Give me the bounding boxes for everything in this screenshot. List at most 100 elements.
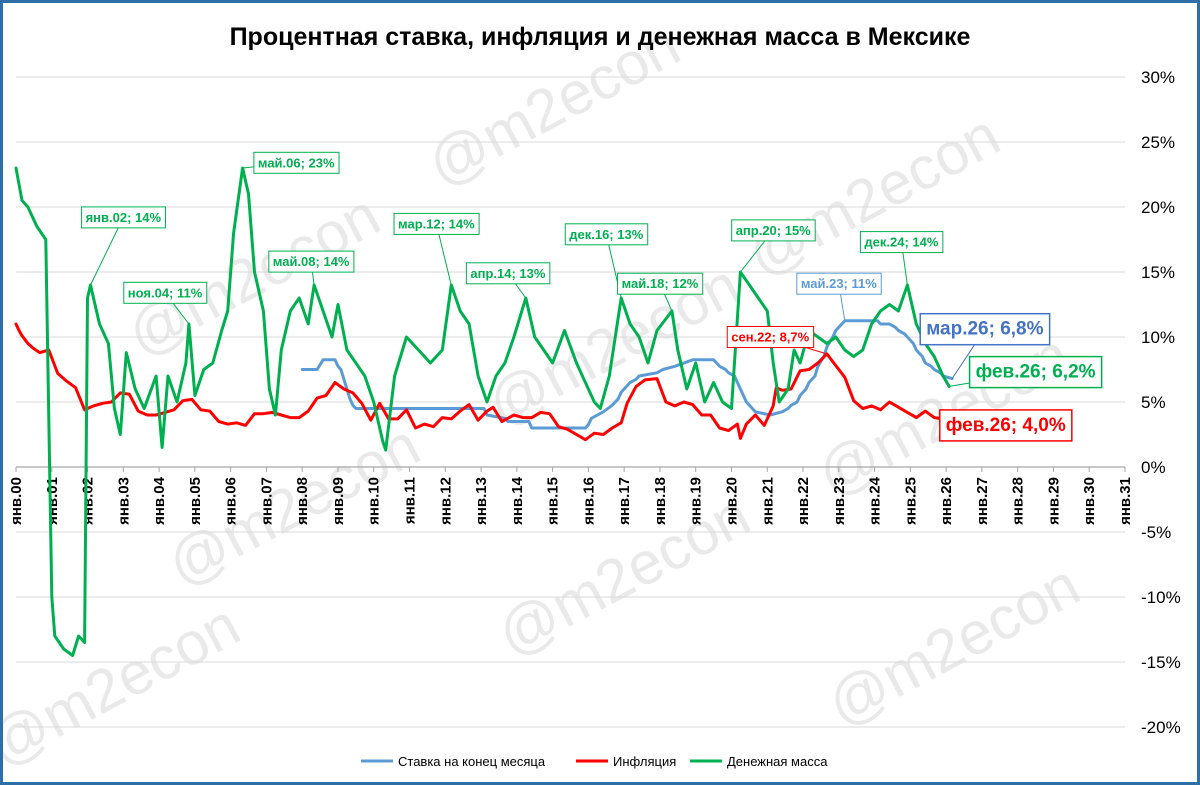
annotation-box [123,281,208,304]
annotation-8: апр.20; 15% [731,219,816,273]
x-tick-label: янв.09 [330,477,347,525]
annotation-label: сен.22; 8,7% [731,330,809,345]
x-tick-label: янв.16 [580,477,597,525]
y-tick-label: -10% [1141,588,1181,607]
x-tick-label: янв.19 [688,477,705,525]
grid-layer [16,76,1125,728]
x-tick-label: янв.06 [223,477,240,525]
x-tick-label: янв.25 [902,477,919,525]
watermark-8: @m2econ [3,591,250,779]
annotation-label: янв.02; 14% [86,210,162,225]
annotation-label: ноя.04; 11% [128,285,203,300]
annotation-box [968,355,1103,389]
annotation-11: сен.22; 8,7% [726,326,828,355]
annotation-5: апр.14; 13% [465,262,551,299]
y-axis: 30% 25% 20% 15% 10% 5% 0% -5% -10% -15% -20% [1141,68,1181,737]
annotation-box [253,151,340,174]
annotation-label: май.23; 11% [801,276,877,291]
x-tick-label: янв.31 [1117,477,1134,525]
annotation-box [564,223,649,246]
series-layer [14,166,954,657]
x-tick-label: янв.24 [867,476,884,525]
legend-label: Денежная масса [727,754,828,769]
annotation-box [465,262,551,285]
annotation-13: фев.26; 6,2% [949,355,1103,389]
x-tick-label: янв.18 [652,477,669,525]
x-tick-label: янв.17 [616,477,633,525]
x-tick-label: янв.29 [1045,477,1062,525]
y-tick-label: 20% [1141,198,1175,217]
x-tick-label: янв.23 [831,477,848,525]
annotation-box [81,206,166,229]
x-tick-label: янв.27 [974,477,991,525]
annotation-box [268,250,355,273]
chart-title: Процентная ставка, инфляция и денежная м… [230,23,971,51]
annotation-label: май.06; 23% [258,155,335,170]
x-tick-label: янв.15 [545,477,562,525]
y-tick-label: 5% [1141,393,1166,412]
annotation-box [726,326,815,348]
x-tick-label: янв.07 [258,477,275,525]
annotation-leader [90,217,124,286]
x-tick-label: янв.12 [437,477,454,525]
annotation-9: дек.24; 14% [859,231,944,286]
annotation-4: мар.12; 14% [393,212,480,286]
annotation-label: май.18; 12% [622,276,699,291]
annotation-label: апр.14; 13% [470,266,545,281]
annotation-box [919,312,1051,346]
x-tick-label: янв.05 [187,477,204,525]
annotation-1: янв.02; 14% [81,206,166,286]
annotation-label: фев.26; 4,0% [946,415,1066,436]
x-tick-label: янв.21 [759,477,776,525]
x-tick-label: янв.13 [473,477,490,525]
annotation-label: дек.24; 14% [864,235,938,250]
x-tick-label: янв.30 [1081,477,1098,525]
x-tick-label: янв.28 [1010,477,1027,525]
series-line-0 [300,319,954,430]
annotation-box [939,409,1073,442]
x-tick-label: янв.04 [151,476,168,525]
legend: Ставка на конец месяца Инфляция Денежная м… [361,754,828,769]
chart-canvas: @m2econ @m2econ@m2econ @m2econ@m2econ @m2ec… [3,11,1181,779]
x-tick-label: янв.11 [402,477,419,524]
annotation-2: ноя.04; 11% [123,281,208,325]
annotation-12: мар.26; 6,8% [919,312,1051,379]
annotation-0: май.06; 23% [242,151,340,174]
legend-item-2: Денежная масса [690,754,828,769]
x-tick-label: янв.22 [795,477,812,525]
x-tick-label: янв.08 [294,477,311,525]
annotation-layer: май.06; 23% янв.02; 14% ноя.04; 11% май.08;… [81,151,1103,442]
legend-label: Инфляция [613,754,676,769]
x-tick-label: янв.00 [8,477,25,525]
x-axis: янв.00 янв.01 янв.02 янв.03 янв.04 янв.05 янв.… [8,467,1134,525]
y-tick-label: -20% [1141,718,1181,737]
x-tick-label: янв.03 [115,477,132,525]
y-tick-label: -5% [1141,523,1171,542]
annotation-3: май.08; 14% [268,250,355,286]
x-tick-label: янв.14 [509,476,526,525]
x-tick-label: янв.02 [80,477,97,525]
y-tick-label: 25% [1141,133,1175,152]
x-tick-label: янв.20 [723,477,740,525]
legend-item-1: Инфляция [576,754,676,769]
watermark-7: @m2econ [817,551,1091,739]
annotation-label: мар.12; 14% [398,216,475,231]
y-tick-label: -15% [1141,653,1181,672]
x-tick-label: янв.01 [44,477,61,525]
annotation-label: апр.20; 15% [736,223,811,238]
annotation-label: мар.26; 6,8% [926,319,1043,340]
legend-label: Ставка на конец месяца [398,754,546,769]
annotation-6: дек.16; 13% [564,223,649,299]
annotation-box [859,231,944,254]
series-line-1 [14,322,951,442]
annotation-label: дек.16; 13% [569,227,643,242]
y-tick-label: 10% [1141,328,1175,347]
annotation-box [796,272,882,295]
watermark-1: @m2econ [737,101,1011,289]
y-tick-label: 0% [1141,458,1166,477]
annotation-box [393,212,480,235]
annotation-label: фев.26; 6,2% [976,362,1096,383]
x-tick-label: янв.26 [938,477,955,525]
y-tick-label: 30% [1141,68,1175,87]
